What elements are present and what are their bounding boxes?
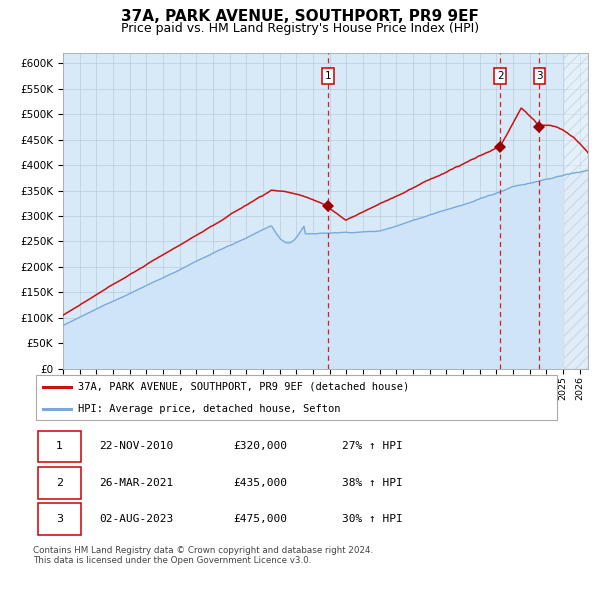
FancyBboxPatch shape [38, 467, 80, 499]
Text: 1: 1 [56, 441, 63, 451]
Text: £475,000: £475,000 [233, 514, 287, 525]
Text: 30% ↑ HPI: 30% ↑ HPI [342, 514, 403, 525]
Text: Contains HM Land Registry data © Crown copyright and database right 2024.
This d: Contains HM Land Registry data © Crown c… [33, 546, 373, 565]
Text: Price paid vs. HM Land Registry's House Price Index (HPI): Price paid vs. HM Land Registry's House … [121, 22, 479, 35]
Text: 2: 2 [56, 478, 63, 488]
FancyBboxPatch shape [38, 503, 80, 535]
Text: 02-AUG-2023: 02-AUG-2023 [99, 514, 173, 525]
Text: 22-NOV-2010: 22-NOV-2010 [99, 441, 173, 451]
Text: 3: 3 [536, 71, 543, 81]
Text: HPI: Average price, detached house, Sefton: HPI: Average price, detached house, Seft… [78, 404, 340, 414]
Text: 27% ↑ HPI: 27% ↑ HPI [342, 441, 403, 451]
FancyBboxPatch shape [35, 375, 557, 420]
Text: 37A, PARK AVENUE, SOUTHPORT, PR9 9EF (detached house): 37A, PARK AVENUE, SOUTHPORT, PR9 9EF (de… [78, 382, 409, 392]
Text: 2: 2 [497, 71, 503, 81]
Text: 1: 1 [325, 71, 331, 81]
Text: 38% ↑ HPI: 38% ↑ HPI [342, 478, 403, 488]
Text: £320,000: £320,000 [233, 441, 287, 451]
Text: 26-MAR-2021: 26-MAR-2021 [99, 478, 173, 488]
Text: £435,000: £435,000 [233, 478, 287, 488]
Text: 3: 3 [56, 514, 63, 525]
Text: 37A, PARK AVENUE, SOUTHPORT, PR9 9EF: 37A, PARK AVENUE, SOUTHPORT, PR9 9EF [121, 9, 479, 24]
FancyBboxPatch shape [38, 431, 80, 463]
